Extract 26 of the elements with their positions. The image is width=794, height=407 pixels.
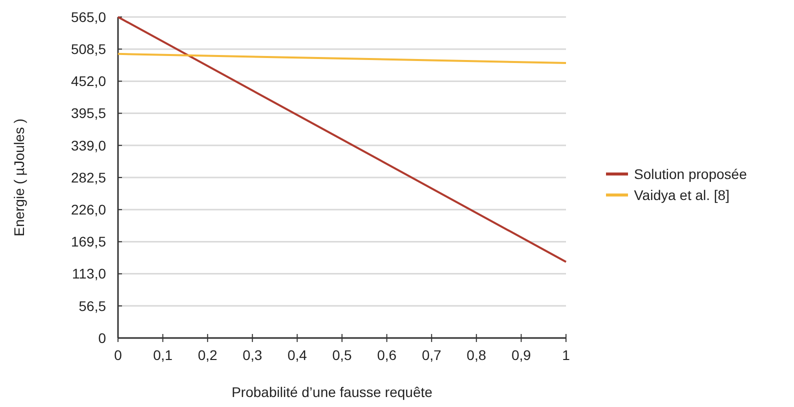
y-tick-label: 508,5 [70, 41, 106, 57]
x-tick-label: 0,9 [511, 347, 532, 363]
x-tick-label: 1 [562, 347, 570, 363]
x-tick-label: 0,3 [242, 347, 262, 363]
legend-label: Vaidya et al. [8] [634, 186, 730, 203]
legend-label: Solution proposée [634, 166, 748, 182]
x-tick-label: 0 [114, 347, 122, 363]
y-tick-label: 452,0 [70, 73, 106, 90]
x-tick-label: 0,1 [153, 347, 173, 363]
x-tick-label: 0,6 [377, 347, 397, 363]
y-tick-label: 0 [98, 330, 106, 346]
y-tick-label: 339,0 [70, 137, 106, 154]
y-tick-label: 169,5 [70, 234, 106, 250]
y-axis-title: Energie ( µJoules ) [11, 118, 27, 236]
x-tick-label: 0,5 [332, 347, 352, 363]
x-tick-label: 0,7 [422, 347, 442, 363]
y-tick-label: 56,5 [78, 298, 106, 314]
x-tick-label: 0,4 [287, 347, 308, 363]
x-tick-label: 0,2 [198, 347, 218, 363]
y-tick-label: 395,5 [70, 105, 106, 122]
x-axis-title: Probabilité d’une fausse requête [232, 384, 433, 400]
y-tick-label: 226,0 [70, 202, 106, 218]
y-tick-label: 113,0 [72, 266, 106, 282]
x-tick-label: 0,8 [466, 347, 486, 363]
y-tick-label: 282,5 [70, 169, 106, 186]
y-tick-label: 565,0 [70, 8, 106, 25]
